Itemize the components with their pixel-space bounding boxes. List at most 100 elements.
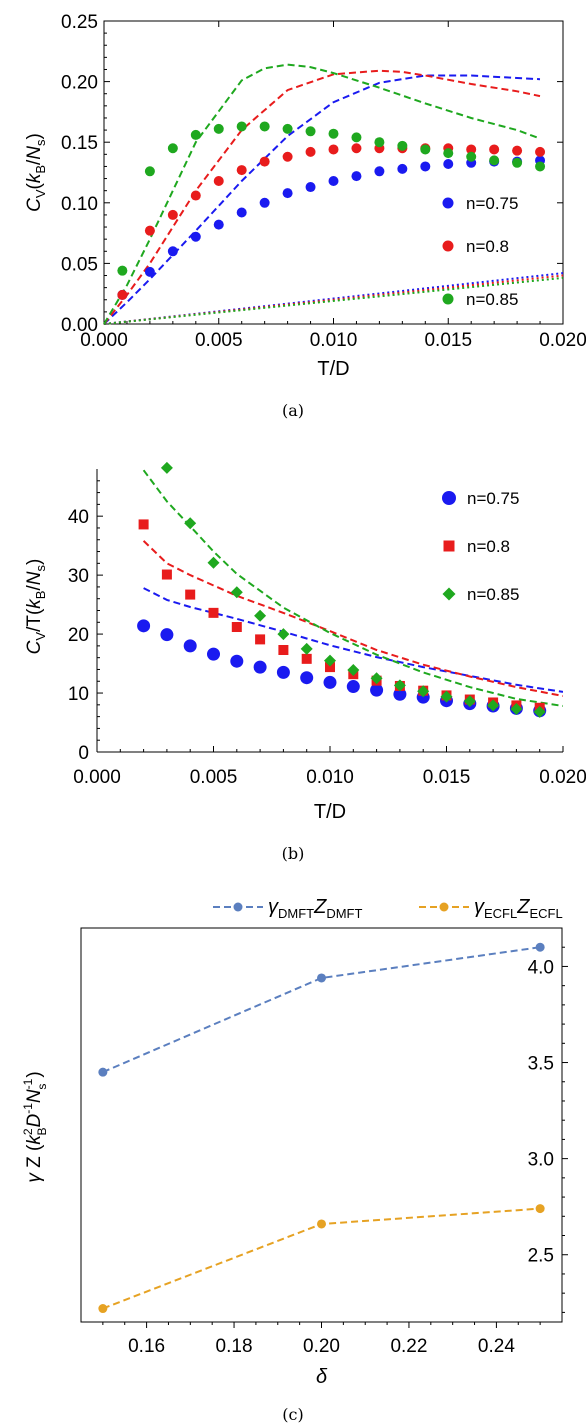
dashed-theory-line [142,540,563,697]
legend-label: n=0.85 [467,585,519,604]
data-point [259,156,270,167]
data-point [300,671,314,685]
legend-marker [233,902,243,912]
data-point [254,609,267,622]
data-point [301,653,312,664]
chart-panel-a: 0.000 0.005 0.010 0.015 0.020 0.00 0.05 0.10 0.1… [24,12,586,420]
x-axis-label: T/D [317,358,349,380]
legend-label: n=0.75 [466,194,518,213]
data-point [207,556,220,569]
data-point [535,161,546,172]
plot-area [137,461,563,718]
data-point [489,144,500,155]
data-point [161,569,172,580]
data-point [167,143,178,154]
data-point [374,166,385,177]
data-point [190,231,201,242]
data-point [190,190,201,201]
data-point [535,942,545,952]
y-tick-label: 0 [78,743,89,764]
data-point [328,144,339,155]
data-point [277,628,290,641]
data-point [305,182,316,193]
data-point [144,266,155,277]
data-point [236,207,247,218]
data-point [393,679,406,692]
data-point [282,188,293,199]
plot-frame [103,20,564,325]
data-point [328,175,339,186]
data-point [98,1067,108,1077]
data-point [347,664,360,677]
data-point [190,129,201,140]
data-point [230,586,243,599]
data-point [278,645,289,656]
y-tick-label: 4.0 [528,957,554,978]
x-tick-label: 0.22 [390,1336,427,1357]
x-tick-label: 0.16 [128,1336,165,1357]
y-tick-label: 30 [68,566,89,587]
data-point [167,246,178,257]
data-point [370,672,383,685]
legend-label: n=0.85 [466,290,518,309]
data-point [185,589,196,600]
y-axis-label: CV/T(kB/Ns) [24,559,48,655]
data-point [443,148,454,159]
data-point [535,146,546,157]
data-point [420,144,431,155]
x-tick-label: 0.010 [306,767,354,788]
y-tick-label: 0.05 [61,254,98,275]
data-point [393,687,407,701]
x-tick-label: 0.005 [190,767,238,788]
data-point [463,695,476,708]
legend-marker [442,293,454,305]
data-point [231,622,242,633]
x-axis-label: δ [316,1366,328,1388]
x-tick-label: 0.18 [216,1336,253,1357]
legend-marker [442,587,456,601]
data-point [236,165,247,176]
data-point [160,461,173,474]
dashed-theory-line [103,69,541,325]
legend-marker [442,197,454,209]
data-point [374,137,385,148]
y-tick-label: 20 [68,625,89,646]
data-point [98,1304,108,1314]
data-point [167,209,178,220]
y-tick-label: 0.00 [61,315,98,336]
data-point [253,660,267,674]
panel-caption: (c) [282,1405,303,1424]
plot-frame [80,927,563,1323]
data-point [440,690,453,703]
data-point [305,146,316,157]
data-point [305,126,316,137]
data-point [259,121,270,132]
data-point [282,123,293,134]
legend-label: n=0.8 [467,537,510,556]
data-point [443,159,454,170]
data-point [346,680,360,694]
data-point [487,699,500,712]
data-point [117,265,128,276]
legend-marker [439,902,449,912]
legend-marker [442,240,454,252]
data-point [317,1219,326,1229]
data-point [535,1204,545,1214]
data-point [160,628,174,642]
y-tick-label: 0.20 [61,73,98,94]
data-point [510,702,523,715]
legend-label: γECFLZECFL [474,896,563,921]
dashed-theory-line [143,587,563,693]
data-point [144,225,155,236]
y-tick-label: 3.0 [528,1150,554,1171]
data-point [138,519,149,530]
data-point [328,128,339,139]
data-point [183,639,197,653]
data-point [137,619,151,633]
series-line [102,946,541,1074]
x-tick-label: 0.005 [195,330,243,351]
data-point [255,634,266,645]
data-point [417,685,430,698]
x-tick-label: 0.000 [73,767,121,788]
